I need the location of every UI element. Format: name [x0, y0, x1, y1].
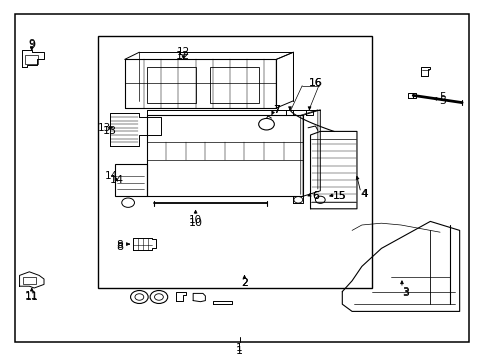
Text: 11: 11	[25, 292, 39, 302]
Text: 12: 12	[176, 51, 190, 61]
Text: 5: 5	[438, 96, 445, 106]
Text: 6: 6	[311, 191, 318, 201]
Bar	[23, 277, 36, 284]
Text: 5: 5	[438, 92, 445, 102]
Text: 3: 3	[402, 288, 408, 298]
Text: 7: 7	[272, 105, 279, 115]
Text: 15: 15	[332, 191, 346, 201]
Text: 15: 15	[332, 191, 346, 201]
Bar	[210, 67, 259, 103]
Text: 10: 10	[189, 215, 202, 225]
Text: 16: 16	[308, 78, 322, 88]
Text: 4: 4	[360, 189, 367, 199]
Text: 11: 11	[25, 291, 39, 301]
Bar	[146, 67, 195, 103]
Text: 13: 13	[103, 126, 117, 136]
Text: 6: 6	[311, 191, 318, 201]
Text: 3: 3	[402, 287, 408, 297]
Text: 16: 16	[308, 78, 322, 88]
Bar	[25, 55, 38, 64]
Text: 7: 7	[272, 105, 279, 115]
Text: 10: 10	[188, 218, 202, 228]
Text: 4: 4	[360, 189, 367, 199]
Text: 9: 9	[28, 40, 35, 50]
Text: 12: 12	[176, 47, 190, 57]
Text: 2: 2	[241, 278, 247, 288]
Text: 14: 14	[104, 171, 118, 181]
Text: 8: 8	[116, 242, 123, 252]
Text: 14: 14	[110, 175, 124, 185]
Text: 2: 2	[241, 278, 247, 288]
Text: 1: 1	[236, 343, 243, 353]
Text: 13: 13	[97, 123, 111, 133]
Text: 1: 1	[236, 346, 243, 356]
Bar	[115, 164, 146, 196]
Bar	[98, 36, 371, 288]
Text: 9: 9	[28, 39, 35, 49]
Text: 8: 8	[116, 240, 123, 250]
